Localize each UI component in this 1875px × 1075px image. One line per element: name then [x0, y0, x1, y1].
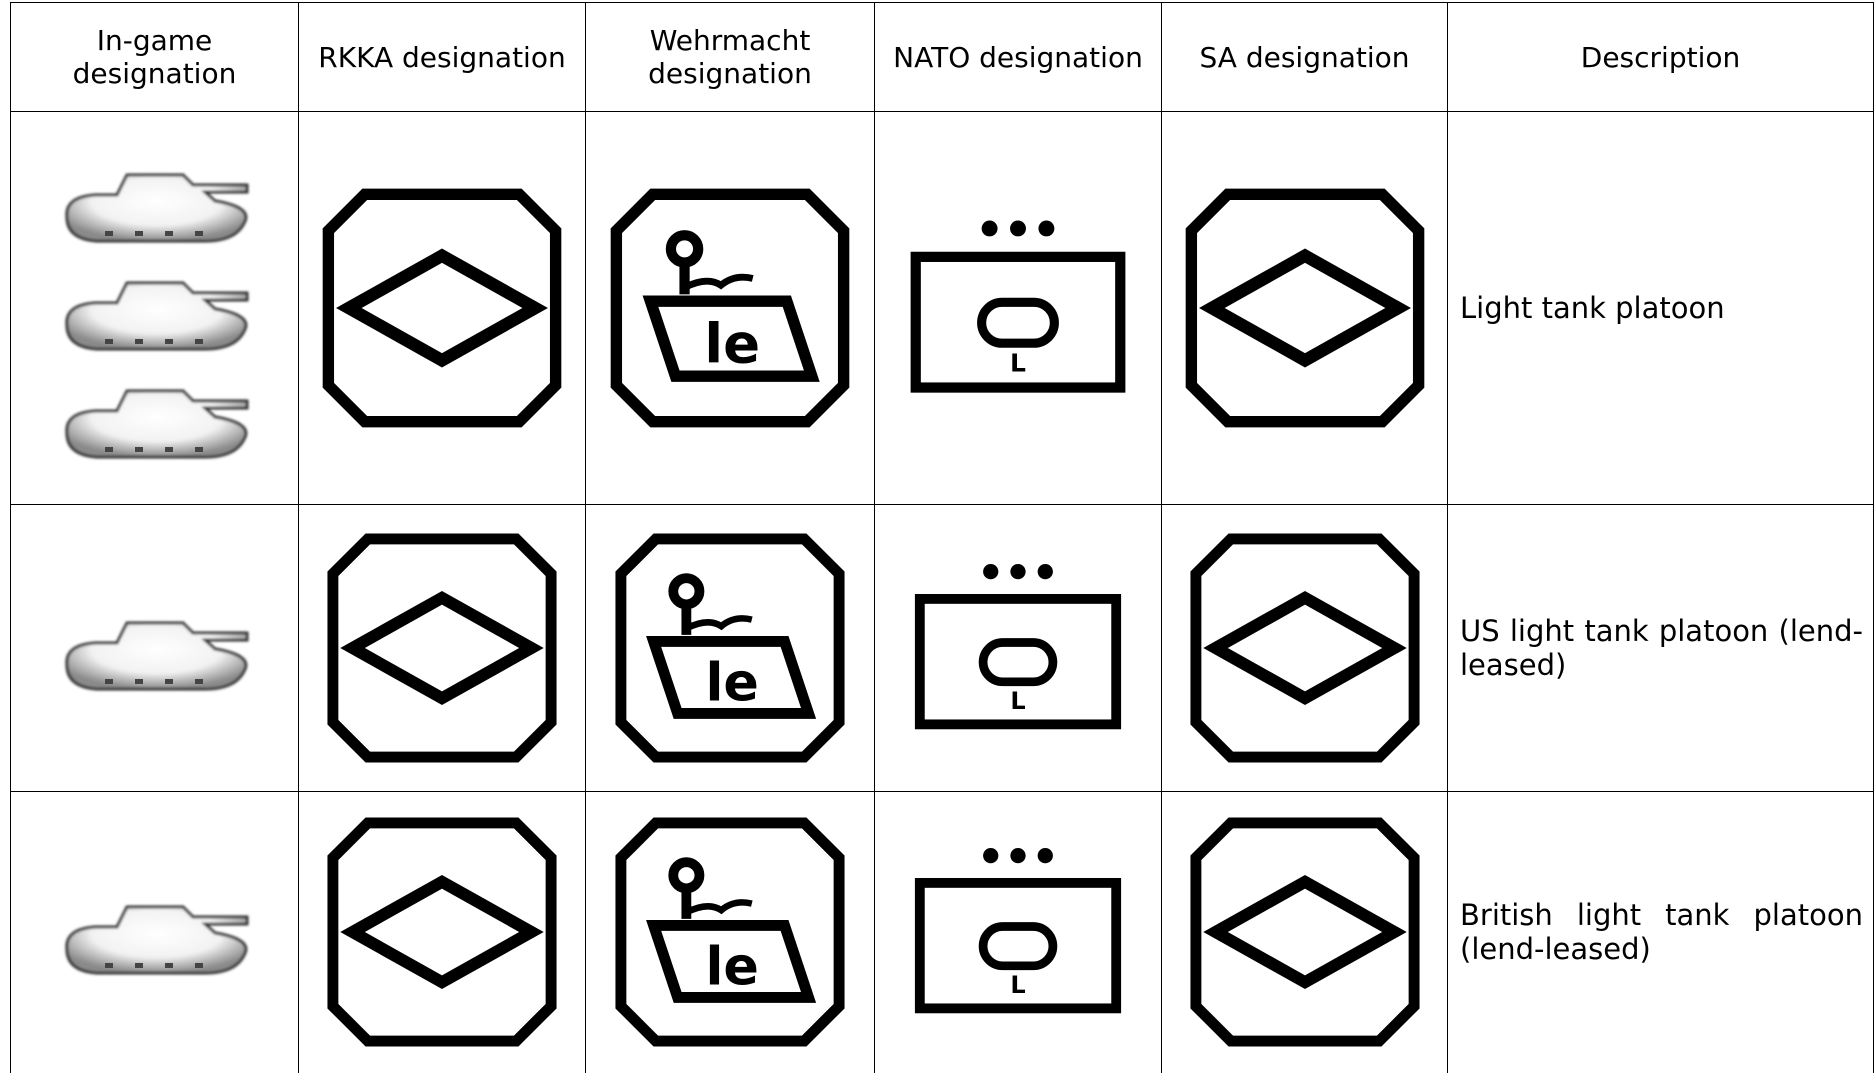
- symbol-cell: [874, 504, 1162, 792]
- table-row: Light tank platoon: [10, 111, 1874, 505]
- unit-symbol: [898, 812, 1138, 1052]
- designation-table: In-game designation RKKA designation Wehrm…: [10, 2, 1874, 1073]
- tank-icons: [55, 882, 255, 982]
- tank-cell: [10, 791, 299, 1073]
- unit-symbol: [1185, 812, 1425, 1052]
- unit-symbol: [610, 528, 850, 768]
- symbol-cell: [874, 111, 1162, 505]
- description: US light tank platoon (lend-leased): [1447, 504, 1874, 792]
- unit-symbol: [893, 183, 1143, 433]
- unit-symbol: [605, 183, 855, 433]
- symbol-cell: [585, 111, 875, 505]
- tank-icons: [55, 146, 255, 470]
- table-row: US light tank platoon (lend-leased): [10, 504, 1874, 792]
- column-header: Wehrmacht designation: [585, 2, 875, 112]
- symbol-cell: [1161, 111, 1448, 505]
- symbol-cell: [874, 791, 1162, 1073]
- column-header: In-game designation: [10, 2, 299, 112]
- column-header: Description: [1447, 2, 1874, 112]
- unit-symbol: [322, 528, 562, 768]
- tank-cell: [10, 111, 299, 505]
- column-header: RKKA designation: [298, 2, 586, 112]
- unit-symbol: [610, 812, 850, 1052]
- unit-symbol: [322, 812, 562, 1052]
- unit-symbol: [898, 528, 1138, 768]
- symbol-cell: [585, 791, 875, 1073]
- tank-icons: [55, 598, 255, 698]
- description: Light tank platoon: [1447, 111, 1874, 505]
- table-header: In-game designation RKKA designation Wehrm…: [10, 2, 1874, 112]
- symbol-cell: [1161, 791, 1448, 1073]
- symbol-cell: [298, 791, 586, 1073]
- tank-cell: [10, 504, 299, 792]
- header-row: In-game designation RKKA designation Wehrm…: [10, 2, 1874, 112]
- symbol-cell: [298, 504, 586, 792]
- description: British light tank platoon (lend-leased): [1447, 791, 1874, 1073]
- column-header: SA designation: [1161, 2, 1448, 112]
- symbol-cell: [298, 111, 586, 505]
- unit-symbol: [1185, 528, 1425, 768]
- symbol-cell: [1161, 504, 1448, 792]
- table-body: Light tank platoon US light tank platoon …: [10, 111, 1874, 1073]
- unit-symbol: [317, 183, 567, 433]
- column-header: NATO designation: [874, 2, 1162, 112]
- symbol-cell: [585, 504, 875, 792]
- unit-symbol: [1180, 183, 1430, 433]
- table-row: British light tank platoon (lend-leased): [10, 791, 1874, 1073]
